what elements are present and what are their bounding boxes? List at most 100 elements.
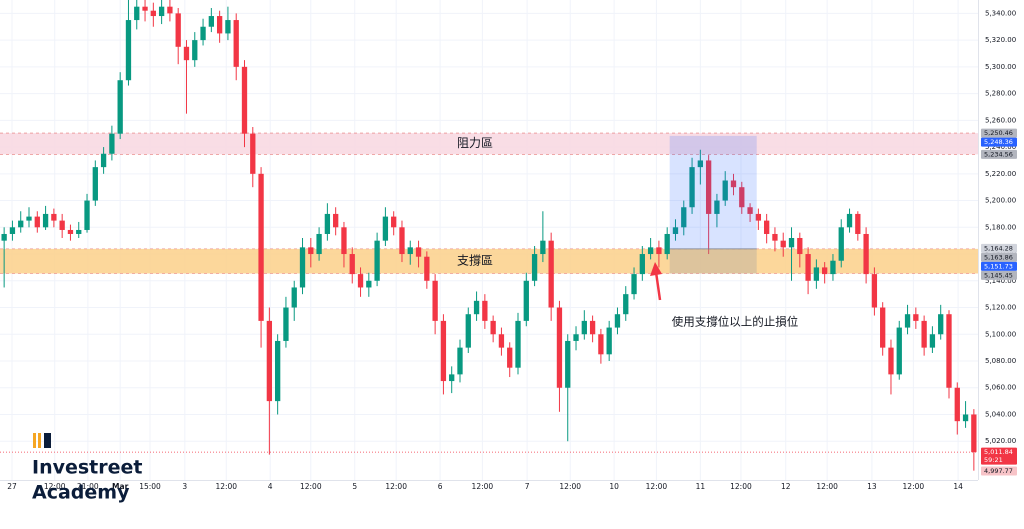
- candle-body: [531, 254, 538, 281]
- price-tag: [981, 243, 1017, 253]
- x-tick-label: 12:00: [903, 482, 925, 491]
- candle-body: [26, 216, 32, 221]
- candle-body: [623, 294, 629, 315]
- candle-body: [449, 374, 455, 382]
- x-tick-label: 12:00: [730, 482, 752, 491]
- price-tag-label: 5,234.56: [984, 150, 1013, 158]
- candle-body: [755, 213, 762, 221]
- x-tick-label: 12: [781, 482, 791, 491]
- price-tag-label: 5,164.28: [984, 244, 1013, 252]
- x-tick-label: 12:00: [472, 482, 494, 491]
- x-tick-label: 6: [438, 482, 443, 491]
- y-tick-label: 5,120.00: [985, 304, 1016, 312]
- candle-body: [299, 247, 306, 288]
- candle-body: [175, 13, 181, 47]
- price-tag: [981, 466, 1017, 476]
- y-tick-label: 5,180.00: [985, 223, 1016, 231]
- price-tag-label: 5,248.36: [984, 138, 1013, 146]
- candle-body: [565, 340, 571, 388]
- price-tag-label: 5,145.45: [984, 271, 1013, 279]
- candle-body: [515, 320, 521, 368]
- candle-body: [324, 213, 331, 234]
- candle-body: [473, 300, 480, 315]
- position-tool: [669, 135, 757, 274]
- logo-text: Academy: [32, 482, 130, 504]
- candle-body: [125, 20, 132, 81]
- candle-body: [241, 66, 248, 134]
- candle-body: [258, 173, 264, 321]
- logo-bar: [44, 433, 51, 448]
- candle-body: [482, 300, 488, 321]
- candle-body: [109, 133, 115, 154]
- x-tick-label: 12:00: [816, 482, 838, 491]
- candle-body: [9, 227, 16, 234]
- x-tick-label: 10: [609, 482, 619, 491]
- candle-body: [556, 307, 563, 388]
- candle-body: [316, 233, 322, 255]
- candle-body: [142, 6, 148, 11]
- candle-body: [863, 233, 869, 275]
- candle-body: [797, 237, 803, 255]
- candle-body: [705, 160, 712, 214]
- candle-body: [490, 320, 496, 335]
- candle-body: [788, 237, 795, 248]
- candle-body: [772, 233, 778, 241]
- candle-body: [233, 20, 239, 67]
- candle-body: [614, 314, 621, 328]
- y-tick-label: 5,220.00: [985, 170, 1016, 178]
- candle-body: [846, 213, 853, 228]
- candle-body: [250, 133, 256, 174]
- x-tick-label: 15:00: [139, 482, 161, 491]
- candle-body: [606, 327, 612, 355]
- x-tick-label: 12:00: [300, 482, 322, 491]
- candle-body: [896, 327, 902, 375]
- candle-body: [283, 307, 289, 341]
- candle-body: [929, 334, 936, 348]
- candle-body: [200, 26, 206, 41]
- candle-body: [664, 233, 670, 255]
- candle-body: [208, 16, 214, 27]
- candle-body: [921, 320, 927, 348]
- candle-body: [681, 207, 687, 228]
- candle-body: [780, 240, 786, 248]
- candle-body: [415, 247, 422, 257]
- price-tag-label: 5,163.86: [984, 253, 1013, 261]
- candle-body: [697, 160, 703, 168]
- y-tick-label: 5,040.00: [985, 410, 1016, 418]
- y-tick-label: 5,200.00: [985, 197, 1016, 205]
- candle-body: [689, 167, 695, 208]
- candle-body: [158, 6, 165, 17]
- candle-body: [424, 256, 430, 281]
- candle-body: [100, 153, 107, 168]
- candle-body: [34, 216, 40, 228]
- y-tick-label: 5,140.00: [985, 277, 1016, 285]
- candle-body: [647, 247, 654, 255]
- candle-body: [192, 40, 198, 61]
- price-tag-label: 5,151.73: [984, 262, 1013, 270]
- y-tick-label: 5,260.00: [985, 116, 1016, 124]
- x-tick-label: 12:00: [44, 482, 66, 491]
- annotation-arrowhead: [650, 262, 662, 276]
- y-tick-label: 5,320.00: [985, 36, 1016, 44]
- candle-body: [730, 180, 737, 188]
- candle-body: [382, 216, 389, 241]
- candle-body: [639, 254, 645, 275]
- candle-body: [407, 247, 413, 255]
- candle-body: [573, 334, 579, 341]
- candle-body: [225, 20, 231, 34]
- x-tick-label: 4: [268, 482, 273, 491]
- price-tags: 5,250.465,248.36 5,234.56 5,164.285,163.86…: [0, 128, 1017, 476]
- candle-body: [59, 220, 65, 230]
- candle-body: [440, 320, 447, 382]
- candle-body: [498, 334, 505, 348]
- price-tag: [981, 270, 1017, 280]
- candle-body: [92, 167, 98, 201]
- candle-body: [523, 280, 529, 321]
- x-tick-label: 7: [525, 482, 530, 491]
- candle-body: [822, 267, 828, 275]
- price-tag: [981, 261, 1017, 271]
- candle-body: [540, 240, 546, 255]
- candle-body: [904, 314, 911, 328]
